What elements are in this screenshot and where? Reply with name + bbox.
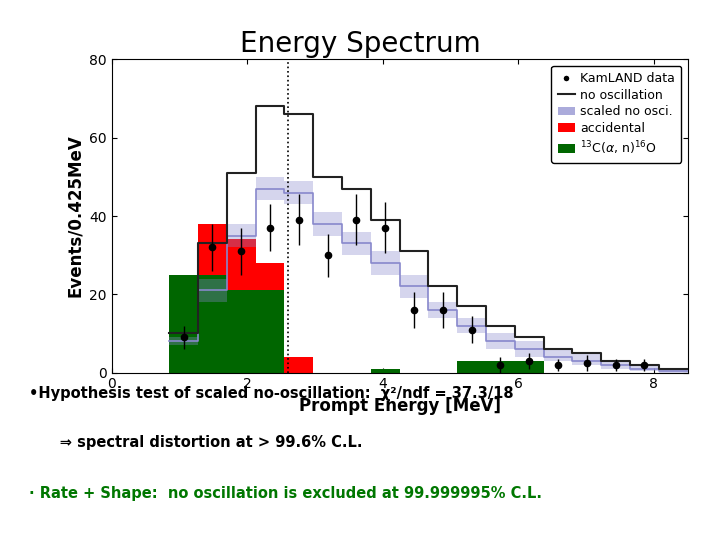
Text: •Hypothesis test of scaled no-oscillation:  χ²/ndf = 37.3/18: •Hypothesis test of scaled no-oscillatio… [29, 386, 513, 401]
Bar [486, 361, 515, 373]
Bar [515, 361, 544, 373]
Bar [256, 263, 284, 291]
Bar [198, 275, 227, 373]
Bar [371, 369, 400, 373]
Text: ⇒ spectral distortion at > 99.6% C.L.: ⇒ spectral distortion at > 99.6% C.L. [29, 435, 362, 450]
Text: Energy Spectrum: Energy Spectrum [240, 30, 480, 58]
Bar [227, 291, 256, 373]
Legend: KamLAND data, no oscillation, scaled no osci., accidental, $^{13}$C($\alpha$, n): KamLAND data, no oscillation, scaled no … [552, 66, 681, 163]
Bar [284, 357, 313, 373]
Bar [227, 240, 256, 291]
Bar [457, 361, 486, 373]
Bar [169, 275, 198, 373]
Bar [198, 224, 227, 275]
X-axis label: Prompt Energy [MeV]: Prompt Energy [MeV] [299, 397, 500, 415]
Y-axis label: Events/0.425MeV: Events/0.425MeV [66, 134, 84, 298]
Text: · Rate + Shape:  no oscillation is excluded at 99.999995% C.L.: · Rate + Shape: no oscillation is exclud… [29, 486, 541, 501]
Bar [256, 291, 284, 373]
